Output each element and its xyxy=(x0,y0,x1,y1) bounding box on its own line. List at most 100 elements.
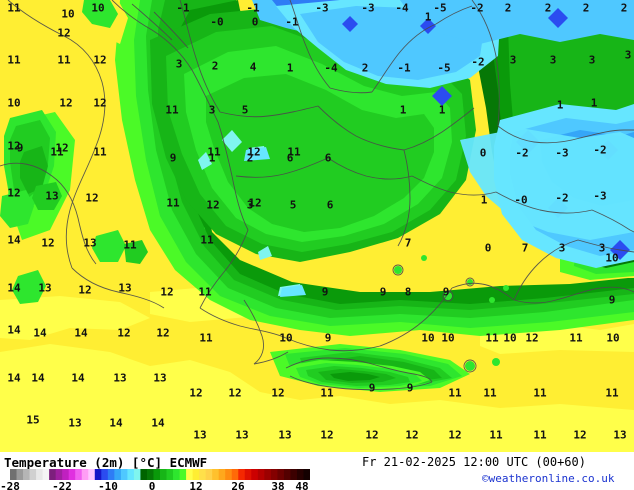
temperature-label: 12 xyxy=(573,428,587,442)
temperature-label: 12 xyxy=(41,236,55,250)
temperature-label: 13 xyxy=(613,428,627,442)
temperature-label: 1 xyxy=(208,151,216,165)
temperature-label: 11 xyxy=(166,196,180,210)
temperature-label: 6 xyxy=(326,198,334,212)
temperature-label: 12 xyxy=(271,386,285,400)
color-scale-swatch xyxy=(107,469,115,480)
temperature-label: 11 xyxy=(93,145,107,159)
temperature-label: 11 xyxy=(165,103,179,117)
temperature-label: 12 xyxy=(7,139,21,153)
temperature-label: 9 xyxy=(368,381,376,395)
color-scale-swatch xyxy=(231,469,239,480)
valid-datetime: Fr 21-02-2025 12:00 UTC (00+60) xyxy=(362,455,586,469)
color-scale-tick-label: 0 xyxy=(148,480,156,490)
temperature-label: -2 xyxy=(555,191,569,205)
temperature-label: 11 xyxy=(448,386,462,400)
temperature-label: 12 xyxy=(57,26,71,40)
color-scale-tick-label: 48 xyxy=(295,480,309,490)
temperature-label: 14 xyxy=(7,371,21,385)
color-scale-swatch xyxy=(179,469,187,480)
temperature-label: 12 xyxy=(525,331,539,345)
temperature-label: -1 xyxy=(176,1,190,15)
color-scale-swatch xyxy=(277,469,285,480)
temperature-label: 2 xyxy=(211,59,219,73)
color-scale-ticks: -28 -22 -10 0 12 26 38 48 xyxy=(0,480,320,490)
temperature-label: 11 xyxy=(123,238,137,252)
temperature-label: -1 xyxy=(397,61,411,75)
color-scale-swatch xyxy=(23,469,30,480)
temperature-label: 4 xyxy=(249,60,257,74)
temperature-label: 11 xyxy=(7,53,21,67)
temperature-label: 7 xyxy=(404,236,412,250)
temperature-label: -3 xyxy=(361,1,375,15)
temperature-label: 13 xyxy=(235,428,249,442)
temperature-label: 11 xyxy=(198,285,212,299)
temperature-label: 12 xyxy=(156,326,170,340)
temperature-label: 12 xyxy=(320,428,334,442)
temperature-label: 12 xyxy=(248,196,262,210)
temperature-label: 11 xyxy=(7,1,21,15)
temperature-label: 14 xyxy=(151,416,165,430)
temperature-label: 9 xyxy=(406,381,414,395)
temperature-label: -3 xyxy=(555,146,569,160)
temperature-map[interactable]: 11 10 -1 -1 -3 -3 -4 -5 -2 2 2 2 2 12 10 -0 0 -1 1 11 11 12 -4… xyxy=(0,0,634,452)
temperature-label: 12 xyxy=(93,96,107,110)
color-scale-swatch xyxy=(238,469,246,480)
temperature-label: 8 xyxy=(404,285,412,299)
color-scale-swatch xyxy=(49,469,57,480)
color-scale-tick-label: 38 xyxy=(271,480,285,490)
temperature-field xyxy=(0,0,634,452)
temperature-label: 11 xyxy=(485,331,499,345)
temperature-label: 12 xyxy=(59,96,73,110)
temperature-label: -4 xyxy=(324,61,338,75)
temperature-label: 2 xyxy=(544,1,552,15)
temperature-label: 11 xyxy=(57,53,71,67)
color-scale-swatch xyxy=(212,469,220,480)
color-scale-swatch xyxy=(146,469,154,480)
field-east-cold-pocket xyxy=(460,128,634,240)
color-scale-tick-label: -28 xyxy=(0,480,20,490)
temperature-label: 10 xyxy=(503,331,517,345)
temperature-label: 13 xyxy=(83,236,97,250)
temperature-label: 7 xyxy=(521,241,529,255)
color-scale-swatch xyxy=(173,469,180,480)
temperature-label: 9 xyxy=(442,285,450,299)
temperature-label: 9 xyxy=(379,285,387,299)
temperature-label: 3 xyxy=(558,241,566,255)
temperature-label: -2 xyxy=(470,1,484,15)
temperature-label: 12 xyxy=(93,53,107,67)
color-scale-swatch xyxy=(55,469,63,480)
color-scale-swatch xyxy=(303,469,310,480)
temperature-label: 11 xyxy=(199,331,213,345)
temperature-label: 11 xyxy=(569,331,583,345)
temperature-label: 11 xyxy=(605,386,619,400)
temperature-label: -2 xyxy=(515,146,529,160)
footer-bar: Temperature (2m) [°C] ECMWF -28 -22 -10 0 12… xyxy=(0,452,634,490)
temperature-label: 3 xyxy=(598,241,606,255)
coastlines xyxy=(0,0,634,391)
temperature-label: 10 xyxy=(279,331,293,345)
color-scale-swatch xyxy=(257,469,265,480)
temperature-label: 0 xyxy=(251,15,259,29)
color-scale-swatch xyxy=(62,469,70,480)
color-scale-swatch xyxy=(251,469,259,480)
color-scale-swatch xyxy=(10,469,17,480)
color-scale-swatch xyxy=(270,469,278,480)
temperature-label: 14 xyxy=(7,233,21,247)
temperature-label: 12 xyxy=(206,198,220,212)
color-scale-swatch xyxy=(264,469,272,480)
color-scale-swatch xyxy=(68,469,76,480)
color-scale-swatch xyxy=(127,469,135,480)
temperature-label: 3 xyxy=(549,53,557,67)
temperature-label: 14 xyxy=(109,416,123,430)
temperature-label: 12 xyxy=(189,386,203,400)
temperature-label: 3 xyxy=(588,53,596,67)
color-scale-swatch xyxy=(16,469,24,480)
temperature-label: 11 xyxy=(483,386,497,400)
color-scale-swatch xyxy=(192,469,200,480)
temperature-label: 2 xyxy=(620,1,628,15)
color-scale-swatch xyxy=(140,469,148,480)
color-scale-swatch xyxy=(81,469,89,480)
temperature-label: -4 xyxy=(395,1,409,15)
temperature-label: 14 xyxy=(31,371,45,385)
